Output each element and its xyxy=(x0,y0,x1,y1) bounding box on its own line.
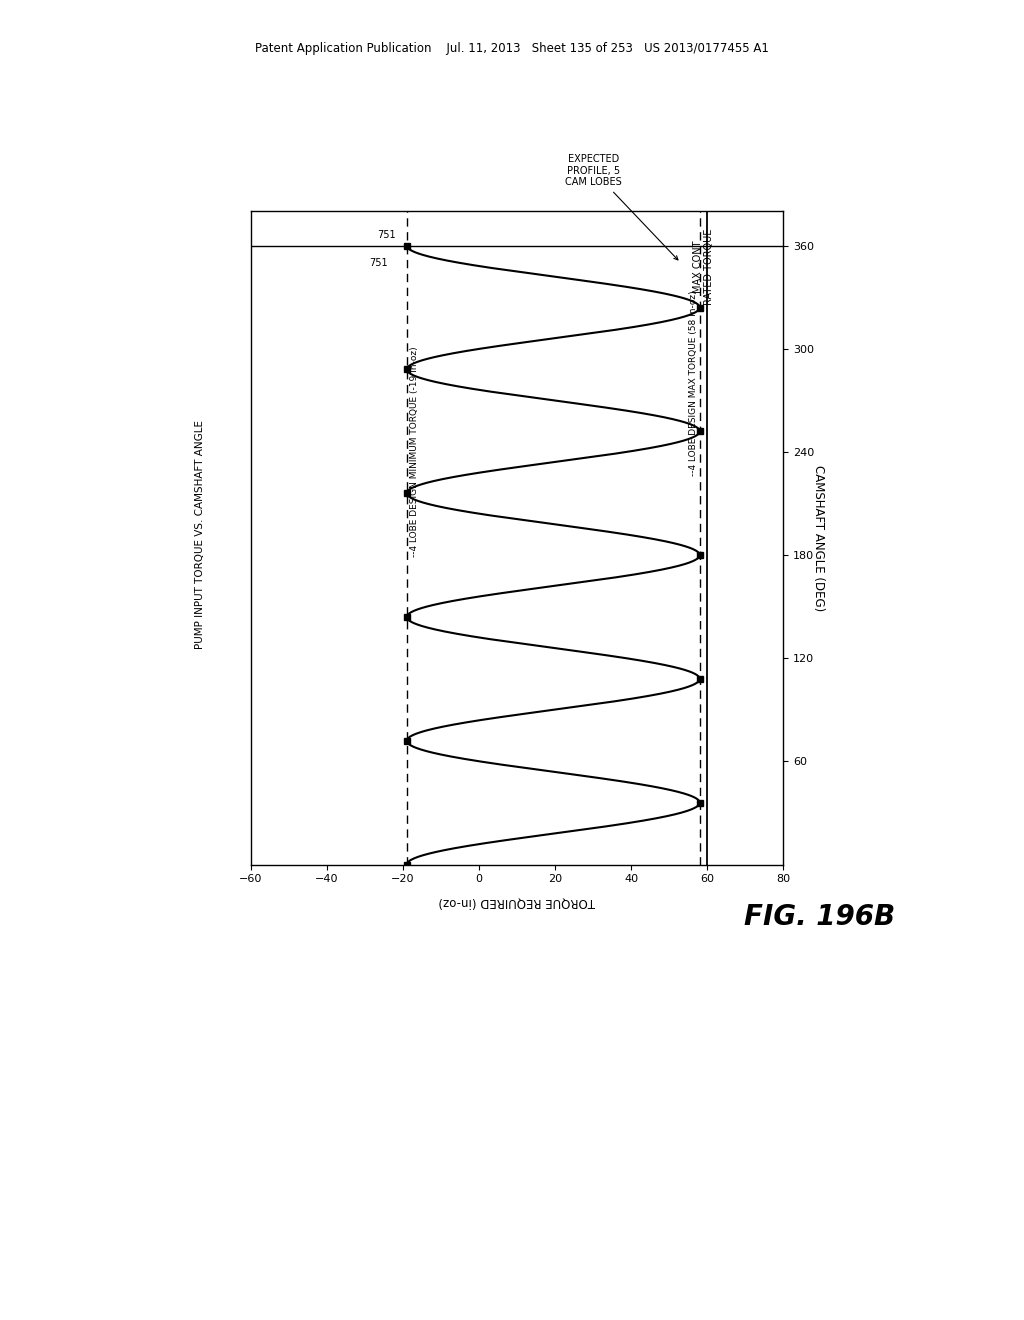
Text: --4 LOBE DESIGN MINIMUM TORQUE (-19 in-oz): --4 LOBE DESIGN MINIMUM TORQUE (-19 in-o… xyxy=(410,347,419,557)
Text: MAX CONT
RATED TORQUE: MAX CONT RATED TORQUE xyxy=(692,228,715,305)
Y-axis label: CAMSHAFT ANGLE (DEG): CAMSHAFT ANGLE (DEG) xyxy=(812,465,825,611)
Text: EXPECTED
PROFILE, 5
CAM LOBES: EXPECTED PROFILE, 5 CAM LOBES xyxy=(565,154,678,260)
Text: --4 LOBE DESIGN MAX TORQUE (58 in-oz): --4 LOBE DESIGN MAX TORQUE (58 in-oz) xyxy=(689,290,698,477)
Text: 751: 751 xyxy=(370,257,388,268)
Text: PUMP INPUT TORQUE VS. CAMSHAFT ANGLE: PUMP INPUT TORQUE VS. CAMSHAFT ANGLE xyxy=(195,420,205,649)
Text: Patent Application Publication    Jul. 11, 2013   Sheet 135 of 253   US 2013/017: Patent Application Publication Jul. 11, … xyxy=(255,42,769,55)
X-axis label: TORQUE REQUIRED (in-oz): TORQUE REQUIRED (in-oz) xyxy=(439,895,595,908)
Text: 751: 751 xyxy=(377,231,395,240)
Text: FIG. 196B: FIG. 196B xyxy=(743,903,895,932)
